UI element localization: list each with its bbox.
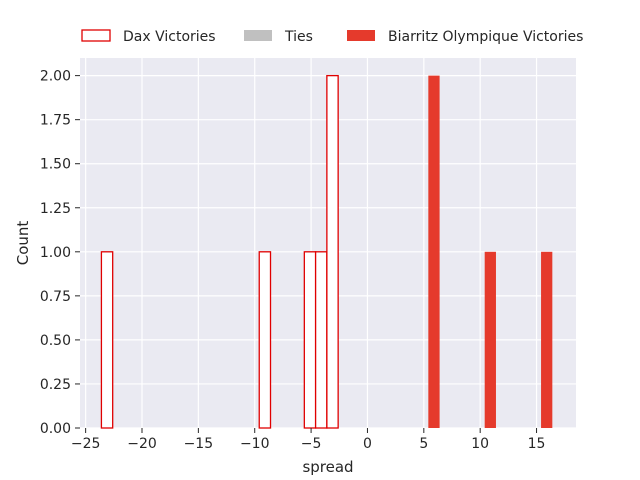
legend-swatch <box>244 30 272 41</box>
bar-dax-victories <box>258 251 272 429</box>
x-tick-label: 10 <box>471 436 489 452</box>
y-tick-label: 1.50 <box>40 157 71 173</box>
y-tick-label: 0.75 <box>40 289 71 305</box>
x-tick-label: −15 <box>184 436 214 452</box>
y-tick-label: 0.50 <box>40 333 71 349</box>
y-tick-label: 0.25 <box>40 377 71 393</box>
bar-dax-victories <box>100 251 114 429</box>
bar-biarritz-olympique-victories <box>484 251 496 428</box>
legend-label: Dax Victories <box>123 29 216 45</box>
y-tick-label: 0.00 <box>40 421 71 437</box>
bar-biarritz-olympique-victories <box>541 251 553 428</box>
y-tick-label: 1.25 <box>40 201 71 217</box>
x-tick-label: −20 <box>127 436 157 452</box>
legend-swatch <box>347 30 375 41</box>
x-axis-label: spread <box>302 458 353 476</box>
bar-biarritz-olympique-victories <box>428 75 440 428</box>
legend-label: Ties <box>284 29 313 45</box>
x-tick-label: −25 <box>71 436 101 452</box>
y-tick-label: 1.75 <box>40 113 71 129</box>
bar-dax-victories <box>314 251 328 429</box>
x-tick-label: −5 <box>301 436 322 452</box>
y-tick-label: 1.00 <box>40 245 71 261</box>
x-tick-label: 0 <box>363 436 372 452</box>
legend: Dax Victories Ties Biarritz Olympique Vict… <box>81 29 583 45</box>
x-tick-label: 5 <box>419 436 428 452</box>
legend-label: Biarritz Olympique Victories <box>388 29 583 45</box>
x-axis-ticks: −25 −20 −15 −10 −5 0 5 10 15 <box>71 428 546 452</box>
bars-layer <box>100 74 553 429</box>
bar-dax-victories <box>303 251 317 429</box>
legend-swatch <box>81 29 111 42</box>
y-tick-label: 2.00 <box>40 69 71 85</box>
x-tick-label: −10 <box>240 436 270 452</box>
y-axis-label: Count <box>14 221 32 266</box>
x-tick-label: 15 <box>528 436 546 452</box>
bar-dax-victories <box>326 74 339 429</box>
y-axis-ticks: 0.00 0.25 0.50 0.75 1.00 1.25 1.50 1.75 2.00 <box>40 69 80 437</box>
